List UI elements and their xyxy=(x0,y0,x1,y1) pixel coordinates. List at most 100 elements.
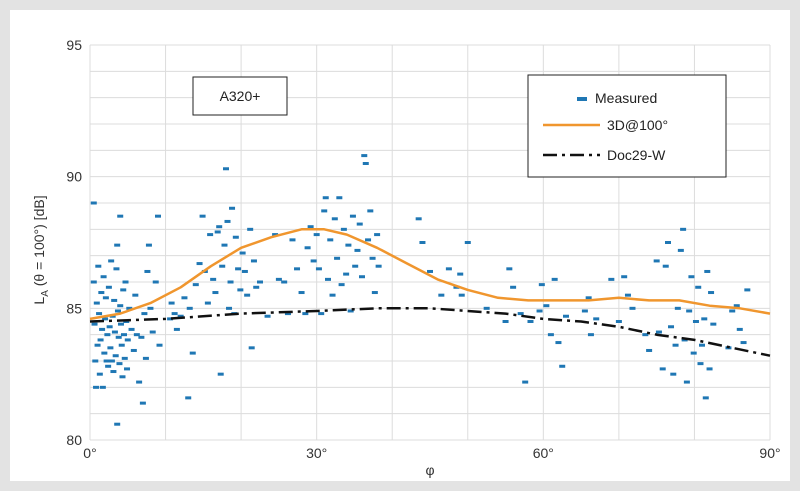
measured-point xyxy=(216,225,223,229)
x-tick-label: 0° xyxy=(83,445,96,461)
measured-point xyxy=(210,277,217,281)
measured-point xyxy=(275,277,282,281)
measured-point xyxy=(105,364,112,368)
measured-point xyxy=(121,333,127,337)
measured-point xyxy=(244,293,251,297)
measured-point xyxy=(345,243,352,247)
measured-point xyxy=(118,343,125,347)
measured-point xyxy=(122,280,129,284)
measured-point xyxy=(247,227,254,231)
legend-marker-measured xyxy=(577,97,587,101)
annotation-box: A320+ xyxy=(192,76,288,116)
measured-point xyxy=(538,283,545,287)
measured-point xyxy=(141,312,148,316)
y-tick-label: 95 xyxy=(66,37,82,53)
x-tick-label: 30° xyxy=(306,445,327,461)
measured-point xyxy=(126,306,133,310)
measured-point xyxy=(729,309,736,313)
measured-point xyxy=(585,296,592,300)
measured-point xyxy=(138,335,145,339)
measured-point xyxy=(367,209,374,213)
measured-point xyxy=(744,288,751,292)
measured-point xyxy=(117,304,124,308)
measured-point xyxy=(517,312,524,316)
measured-point xyxy=(710,322,717,326)
measured-point xyxy=(227,280,234,284)
measured-point xyxy=(189,351,196,355)
measured-point xyxy=(106,325,113,329)
measured-point xyxy=(294,267,301,271)
measured-point xyxy=(298,291,305,295)
measured-point xyxy=(375,264,382,268)
measured-point xyxy=(733,304,740,308)
measured-point xyxy=(680,227,687,231)
measured-point xyxy=(226,306,233,310)
measured-point xyxy=(289,238,296,242)
measured-point xyxy=(365,238,372,242)
measured-point xyxy=(547,333,554,337)
measured-point xyxy=(115,335,122,339)
measured-point xyxy=(304,246,311,250)
measured-point xyxy=(93,301,100,305)
measured-point xyxy=(427,269,433,273)
measured-point xyxy=(108,259,115,263)
measured-point xyxy=(272,233,279,237)
measured-point xyxy=(697,362,704,366)
measured-point xyxy=(327,238,334,242)
measured-point xyxy=(97,338,104,342)
measured-point xyxy=(232,235,239,239)
measured-point xyxy=(117,214,124,218)
measured-point xyxy=(359,275,365,279)
measured-point xyxy=(207,233,214,237)
measured-point xyxy=(92,359,99,363)
measured-point xyxy=(329,293,336,297)
measured-point xyxy=(310,259,317,263)
measured-point xyxy=(113,267,120,271)
y-axis-label: LA (θ = 100°) [dB] xyxy=(31,195,51,304)
measured-point xyxy=(253,285,260,289)
measured-point xyxy=(336,196,343,200)
measured-point xyxy=(688,275,695,279)
measured-point xyxy=(581,309,588,313)
measured-point xyxy=(670,372,677,376)
measured-point xyxy=(736,327,743,331)
measured-point xyxy=(102,296,109,300)
measured-point xyxy=(196,262,203,266)
measured-point xyxy=(99,327,106,331)
measured-point xyxy=(109,314,116,318)
y-tick-label: 85 xyxy=(66,300,82,316)
measured-point xyxy=(483,306,490,310)
measured-point xyxy=(94,343,101,347)
measured-point xyxy=(93,385,100,389)
measured-point xyxy=(219,264,226,268)
measured-point xyxy=(223,167,229,171)
measured-point xyxy=(104,333,111,337)
measured-point xyxy=(155,214,161,218)
measured-point xyxy=(642,333,649,337)
measured-point xyxy=(142,356,149,360)
measured-point xyxy=(96,372,103,376)
measured-point xyxy=(340,227,347,231)
measured-point xyxy=(111,298,118,302)
measured-point xyxy=(239,251,246,255)
x-axis-label: φ xyxy=(425,462,434,478)
measured-point xyxy=(101,351,108,355)
measured-point xyxy=(522,380,529,384)
measured-point xyxy=(683,380,690,384)
measured-point xyxy=(704,269,711,273)
measured-point xyxy=(699,343,705,347)
measured-point xyxy=(706,367,713,371)
measured-point xyxy=(167,317,174,321)
measured-point xyxy=(224,219,231,223)
measured-point xyxy=(318,312,325,316)
legend-label-doc29: Doc29-W xyxy=(607,147,666,163)
measured-point xyxy=(91,322,98,326)
measured-point xyxy=(331,217,338,221)
measured-point xyxy=(96,312,103,316)
measured-point xyxy=(362,162,369,165)
measured-point xyxy=(284,312,291,316)
measured-point xyxy=(692,320,699,323)
legend-label-measured: Measured xyxy=(595,90,657,106)
measured-point xyxy=(302,312,309,316)
measured-point xyxy=(740,341,747,345)
